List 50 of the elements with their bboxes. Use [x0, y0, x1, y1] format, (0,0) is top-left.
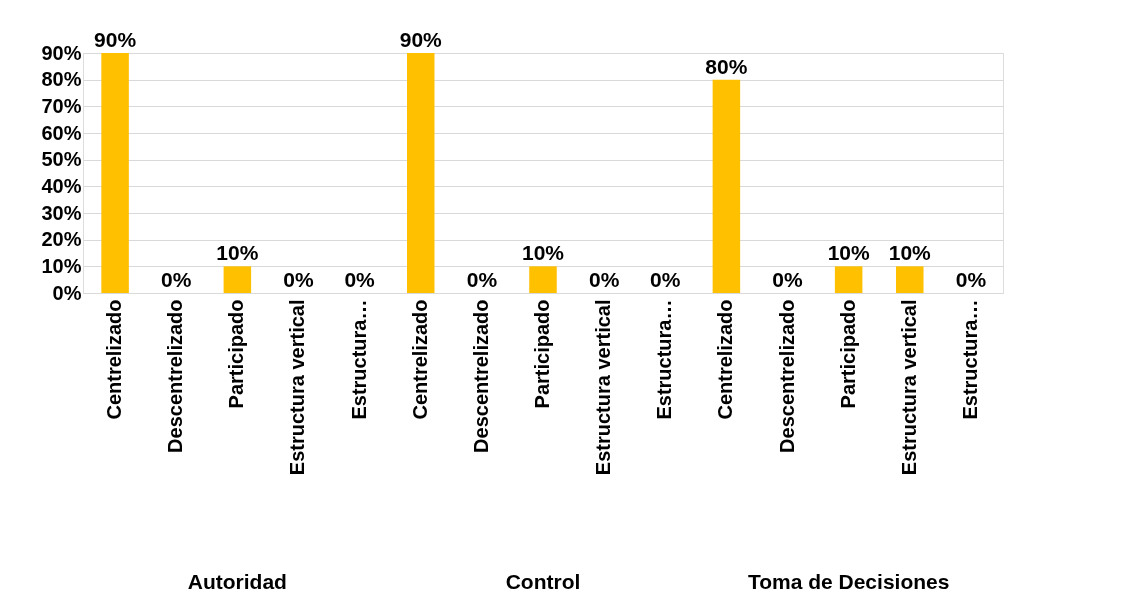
bar: [896, 266, 924, 293]
x-tick-label: Participado: [836, 299, 859, 409]
x-tick-label: Estructura…: [347, 299, 370, 420]
x-tick-label: Descentrelizado: [164, 299, 187, 453]
x-tick-label: Descentrelizado: [775, 299, 798, 453]
y-tick-label: 80%: [41, 68, 82, 91]
data-label: 0%: [161, 268, 192, 291]
data-label: 0%: [650, 268, 681, 291]
data-label: 10%: [216, 241, 259, 265]
y-tick-label: 60%: [41, 121, 82, 144]
x-tick-label: Estructura vertical: [592, 299, 615, 476]
y-tick-label: 40%: [41, 174, 82, 197]
y-tick-label: 30%: [41, 201, 82, 224]
data-label: 10%: [827, 241, 870, 265]
data-label: 90%: [399, 28, 443, 51]
x-tick-label: Participado: [531, 299, 553, 409]
y-tick-label: 10%: [41, 254, 82, 277]
bar: [101, 53, 129, 293]
data-label: 0%: [283, 268, 314, 291]
x-tick-label: Centrelizado: [714, 299, 737, 420]
data-label: 90%: [94, 28, 137, 51]
x-tick-label: Participado: [225, 299, 248, 409]
x-tick-label: Estructura…: [958, 299, 981, 420]
bar: [529, 266, 557, 293]
x-tick-label: Estructura vertical: [897, 299, 920, 476]
y-tick-label: 0%: [52, 281, 82, 304]
x-tick-label: Descentrelizado: [469, 299, 492, 453]
x-tick-label: Centrelizado: [103, 299, 126, 420]
data-label: 0%: [344, 268, 376, 291]
x-tick-label: Centrelizado: [408, 299, 431, 420]
text: Toma de Decisiones: [747, 570, 950, 593]
text: Control: [505, 570, 581, 593]
y-tick-label: 90%: [41, 41, 82, 64]
y-tick-label: 70%: [41, 94, 82, 117]
data-label: 10%: [888, 241, 932, 265]
bar: [406, 53, 435, 293]
y-tick-label: 50%: [41, 148, 82, 171]
y-tick-label: 20%: [41, 228, 82, 251]
text: Autoridad: [187, 570, 287, 593]
data-label: 0%: [466, 268, 498, 291]
bar: [223, 266, 252, 293]
data-label: 80%: [705, 54, 748, 78]
data-label: 0%: [955, 268, 987, 291]
x-tick-label: Estructura…: [653, 299, 676, 420]
data-label: 0%: [772, 268, 804, 291]
bar: [712, 79, 741, 293]
data-label: 10%: [521, 241, 565, 265]
bar: [834, 266, 863, 293]
x-tick-label: Estructura vertical: [286, 299, 309, 476]
data-label: 0%: [588, 268, 620, 291]
